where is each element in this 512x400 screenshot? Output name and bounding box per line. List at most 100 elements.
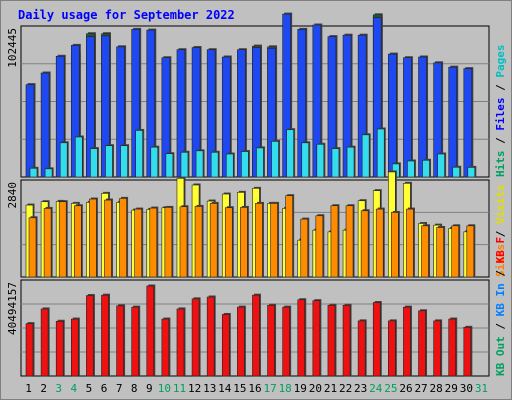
sites-bar <box>149 207 158 278</box>
pages-bar <box>120 145 128 178</box>
kbf-bar <box>101 294 109 377</box>
kbf-bar <box>131 306 139 377</box>
kbf-bar <box>372 302 381 377</box>
kbf-bar <box>206 296 215 377</box>
kbf-bar <box>146 285 155 377</box>
ymax-label: 40494157 <box>6 282 19 335</box>
pages-bar <box>271 141 279 178</box>
sites-bar <box>209 203 218 278</box>
sites-bar <box>270 203 278 278</box>
files-bar <box>25 84 35 178</box>
pages-bar <box>256 147 264 178</box>
sites-bar <box>73 205 82 278</box>
kbf-bar <box>237 306 245 377</box>
pages-bar <box>210 151 219 178</box>
sites-bar <box>43 208 52 278</box>
pages-bar <box>467 167 476 178</box>
sites-bar <box>285 195 293 278</box>
kbf-bar <box>342 304 351 377</box>
kbf-bar <box>418 310 426 377</box>
kbf-bar <box>403 306 411 377</box>
sites-bar <box>104 199 112 278</box>
legend-entry: KB F <box>494 237 507 264</box>
pages-bar <box>452 166 461 178</box>
pages-bar <box>331 148 340 178</box>
sites-bar <box>391 212 399 278</box>
x-tick-label: 13 <box>203 382 216 395</box>
x-tick-label: 17 <box>263 382 276 395</box>
x-tick-label: 27 <box>414 382 427 395</box>
kbf-bar <box>267 304 275 377</box>
kbf-bar <box>327 304 336 377</box>
pages-bar <box>241 151 249 178</box>
x-tick-label: 28 <box>430 382 443 395</box>
pages-bar <box>29 167 38 178</box>
sites-bar <box>194 206 203 278</box>
kbf-bar <box>116 305 124 377</box>
kbf-bar <box>55 320 64 377</box>
x-tick-label: 8 <box>131 382 138 395</box>
sites-bar <box>255 203 263 278</box>
kbf-bar <box>282 306 290 377</box>
x-tick-label: 10 <box>158 382 171 395</box>
pages-bar <box>407 160 415 178</box>
sites-bar <box>224 207 233 278</box>
sites-bar <box>58 201 67 278</box>
files-bar <box>448 66 458 178</box>
kbf-bar <box>40 308 49 377</box>
legend-separator: / <box>494 131 507 151</box>
pages-bar <box>180 151 189 178</box>
legend-entry: Files <box>494 98 507 131</box>
series-legend: Sites / Visits <box>494 184 507 277</box>
x-tick-label: 3 <box>55 382 62 395</box>
legend-entry: Hits <box>494 151 507 178</box>
x-tick-label: 4 <box>71 382 78 395</box>
x-tick-label: 14 <box>218 382 232 395</box>
legend-separator: / <box>494 263 507 283</box>
sites-bar <box>421 225 429 278</box>
sites-bar <box>436 227 444 278</box>
pages-bar <box>59 142 68 178</box>
x-tick-label: 19 <box>294 382 307 395</box>
x-tick-label: 2 <box>40 382 47 395</box>
pages-bar <box>44 168 53 178</box>
kbf-bar <box>70 318 79 377</box>
x-tick-label: 11 <box>173 382 186 395</box>
sites-bar <box>300 218 309 278</box>
pages-bar <box>301 142 310 178</box>
files-bar <box>40 72 50 178</box>
chart-title: Daily usage for September 2022 <box>18 8 235 22</box>
pages-bar <box>150 146 159 178</box>
ymax-label: 2840 <box>6 182 19 209</box>
series-legend: Hits / Files / Pages <box>494 45 507 178</box>
pages-bar <box>286 129 294 178</box>
x-tick-label: 26 <box>399 382 412 395</box>
x-tick-label: 18 <box>279 382 292 395</box>
x-tick-label: 23 <box>354 382 367 395</box>
pages-bar <box>422 159 430 178</box>
legend-entry: KB Out <box>494 336 507 376</box>
kbf-bar <box>388 320 396 377</box>
pages-bar <box>105 145 113 178</box>
pages-bar <box>74 136 83 178</box>
kbf-bar <box>221 314 230 377</box>
legend-entry: Pages <box>494 45 507 78</box>
x-tick-label: 22 <box>339 382 352 395</box>
pages-bar <box>225 153 234 178</box>
kbf-bar <box>86 295 94 377</box>
kbf-bar <box>357 320 366 377</box>
x-tick-label: 6 <box>101 382 108 395</box>
x-tick-label: 9 <box>146 382 153 395</box>
legend-entry: Visits <box>494 184 507 224</box>
kbf-bar <box>312 300 321 377</box>
x-tick-label: 20 <box>309 382 322 395</box>
sites-bar <box>315 215 324 278</box>
sites-bar <box>466 225 475 278</box>
legend-entry: Sites <box>494 244 507 277</box>
x-tick-label: 25 <box>384 382 397 395</box>
pages-bar <box>316 143 325 178</box>
x-tick-label: 5 <box>86 382 93 395</box>
sites-bar <box>89 198 97 278</box>
files-bar <box>388 53 397 178</box>
